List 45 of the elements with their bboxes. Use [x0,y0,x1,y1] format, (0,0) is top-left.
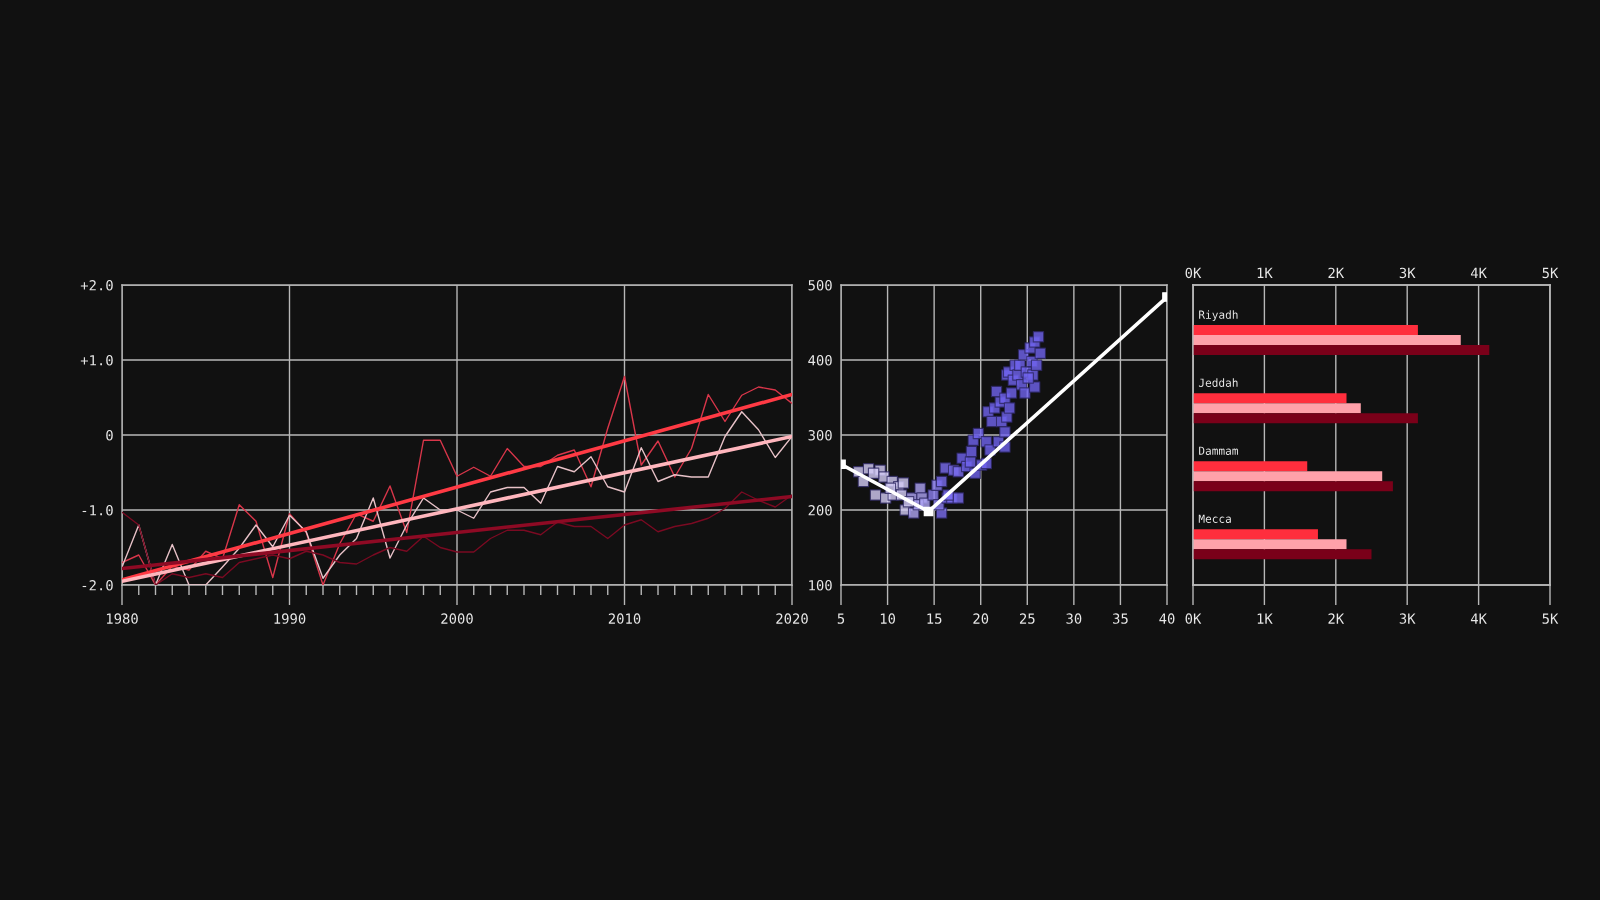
x-tick-label: 2010 [608,613,641,624]
x-tick-label: 2020 [776,613,808,624]
y-tick-label: 500 [808,280,832,291]
y-tick-label: Riyadh [1199,310,1238,322]
y-tick-label: 200 [808,505,832,516]
y-tick-label: Dammam [1199,446,1238,455]
bar [1193,393,1347,404]
x-tick-label: 10 [880,613,896,624]
x-tick-label: 20 [973,613,989,624]
x-tick-label: 30 [1066,613,1082,624]
bar [1193,413,1418,424]
bar [1193,461,1308,472]
y-tick-label: -2.0 [82,580,113,591]
y-tick-label: Mecca [1198,514,1231,523]
x-tick-label: 2K [1328,267,1345,278]
y-tick-label: -1.0 [82,505,113,516]
x-tick-label: 15 [927,613,942,624]
bar [1193,539,1347,550]
bar [1193,325,1418,336]
x-tick-label: 1980 [106,613,138,624]
bar [1193,471,1383,482]
y-tick-label: 0 [106,430,113,441]
bar [1193,335,1461,346]
bar [1193,549,1372,560]
x-tick-label: 0K [1185,267,1202,279]
x-tick-label: 3K [1399,267,1416,279]
x-tick-label: 25 [1019,613,1035,624]
y-tick-label: +1.0 [80,355,113,366]
bar [1193,481,1393,492]
x-tick-label: 4K [1470,267,1487,278]
y-tick-label: 300 [808,430,832,441]
y-tick-label: 100 [809,580,832,591]
bar [1193,529,1318,540]
x-tick-label: 5 [837,613,845,624]
x-tick-label: 40 [1159,613,1175,624]
y-tick-label: +2.0 [80,280,113,291]
x-tick-label: 35 [1113,613,1128,624]
y-tick-label: 400 [808,355,832,366]
x-tick-label: 1K [1257,267,1273,278]
bar [1193,345,1490,356]
x-tick-label: 5K [1542,267,1559,279]
x-tick-label: 1990 [274,613,306,624]
bar [1193,403,1361,414]
x-tick-label: 2000 [441,613,473,624]
y-tick-label: Jeddah [1198,378,1238,387]
